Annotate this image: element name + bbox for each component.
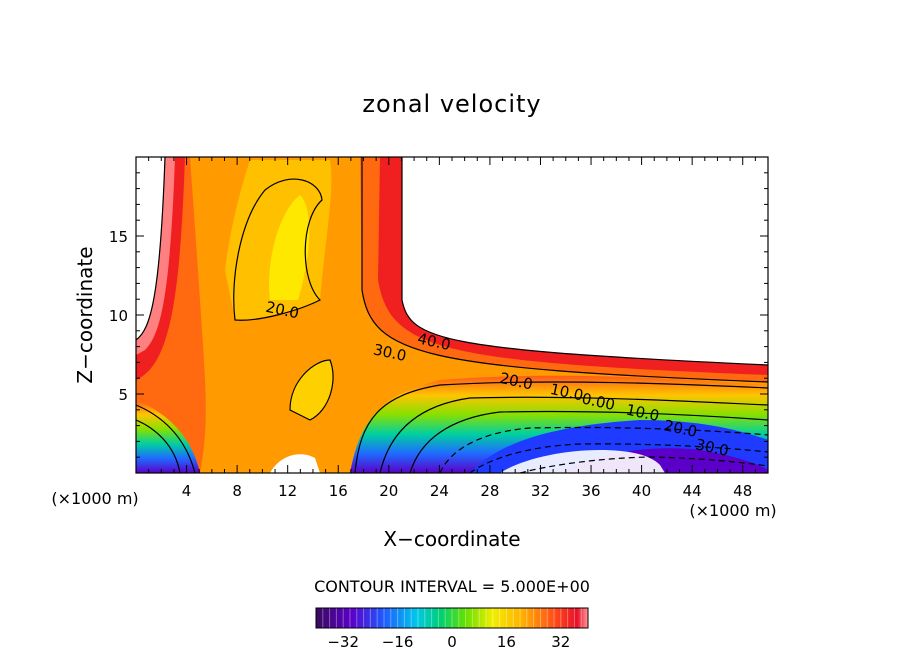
chart-title: zonal velocity (362, 90, 541, 118)
contour-line-neg30 (519, 456, 768, 473)
colorbar-tick-label: 16 (497, 633, 516, 651)
colorbar-gradient (316, 608, 588, 628)
x-tick-label: 44 (683, 482, 702, 500)
fill-yellow-core (269, 195, 310, 300)
x-tick-label: 24 (430, 482, 449, 500)
title: zonal velocity (362, 90, 541, 118)
y-tick-label: 10 (109, 307, 128, 325)
contour-interval-text: CONTOUR INTERVAL = 5.000E+00 (314, 577, 590, 596)
contour-line-20-right (354, 381, 768, 473)
x-tick-label: 12 (278, 482, 297, 500)
colorbar-tick-label: 32 (551, 633, 570, 651)
contour-line-neg10 (439, 426, 768, 473)
y-axis-label: Z−coordinate (73, 246, 97, 383)
colorbar: −32 −16 0 16 32 (315, 607, 589, 651)
y-axis-ticks: 5 10 15 (109, 172, 768, 458)
contour-line-blob (289, 359, 334, 421)
x-axis-label: X−coordinate (383, 527, 520, 551)
x-tick-label: 4 (182, 482, 192, 500)
contour-line-20-upper (233, 178, 323, 321)
contour-line-0 (409, 410, 768, 473)
x-tick-label: 40 (632, 482, 651, 500)
x-tick-label: 20 (379, 482, 398, 500)
colorbar-tick-label: 0 (447, 633, 457, 651)
x-unit-left: (×1000 m) (51, 489, 138, 508)
contour-line-left-bottom2 (136, 419, 181, 473)
contour-line-outer (136, 157, 166, 341)
x-tick-label: 28 (480, 482, 499, 500)
contour-line-neg20 (469, 443, 768, 473)
contour-line-40 (401, 157, 768, 366)
x-tick-label: 36 (581, 482, 600, 500)
fill-left-bottom-band (136, 400, 200, 473)
x-tick-label: 48 (733, 482, 752, 500)
x-unit-right: (×1000 m) (689, 501, 776, 520)
x-tick-label: 8 (232, 482, 242, 500)
colorbar-stripes (322, 608, 582, 628)
y-tick-label: 15 (109, 228, 128, 246)
fill-lightred-outer (136, 157, 175, 355)
contour-line-10 (379, 396, 768, 473)
x-tick-label: 32 (531, 482, 550, 500)
fill-yellow-lower-blob (290, 360, 334, 420)
x-tick-label: 16 (329, 482, 348, 500)
x-axis-ticks: 4 8 12 16 20 24 28 32 36 40 44 48 (148, 157, 756, 500)
contour-field (136, 157, 768, 473)
colorbar-frame (315, 607, 589, 629)
y-tick-label: 5 (118, 386, 128, 404)
contour-line-left-bottom (136, 404, 196, 473)
colorbar-tick-label: −32 (327, 633, 359, 651)
fill-white-gap-left (270, 454, 320, 473)
contour-line-30 (361, 157, 768, 383)
colorbar-tick-label: −16 (382, 633, 414, 651)
colorbar-ticks: −32 −16 0 16 32 (327, 633, 570, 651)
